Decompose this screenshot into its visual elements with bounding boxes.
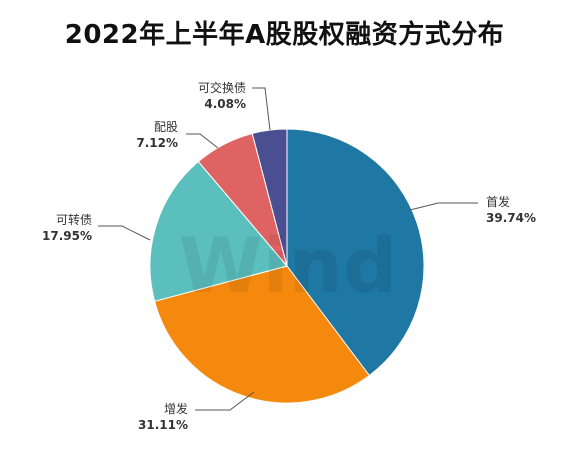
slice-category-label-3: 可转债 [56, 212, 92, 227]
slice-value-label-3: 17.95% [42, 229, 92, 243]
leader-lines [98, 87, 478, 411]
watermark-logo: Wind [179, 221, 397, 310]
pie-slice-3 [149, 160, 288, 302]
leader-line-4 [186, 133, 219, 149]
leader-line-1 [409, 202, 478, 211]
slice-category-label-1: 首发 [486, 194, 510, 209]
leader-line-5 [252, 87, 271, 131]
slice-category-label-4: 配股 [154, 120, 178, 134]
slice-category-label-2: 增发 [164, 401, 188, 416]
leader-line-2 [195, 391, 255, 411]
pie-slices [149, 128, 425, 404]
pie-slice-2 [154, 265, 371, 404]
slice-value-label-2: 31.11% [138, 418, 188, 432]
slice-category-label-5: 可交换债 [198, 80, 246, 95]
leader-line-3 [98, 225, 151, 241]
slice-labels: 首发 39.74% 增发 31.11% 可转债 17.95% 配股 7.12% 可交换债 4.08… [42, 80, 536, 432]
slice-value-label-1: 39.74% [486, 211, 536, 225]
pie-slice-1 [286, 128, 425, 377]
slice-value-label-4: 7.12% [136, 136, 178, 150]
slice-value-label-5: 4.08% [204, 97, 246, 111]
pie-slice-5 [251, 128, 288, 267]
chart-title: 2022年上半年A股股权融资方式分布 [64, 20, 505, 50]
